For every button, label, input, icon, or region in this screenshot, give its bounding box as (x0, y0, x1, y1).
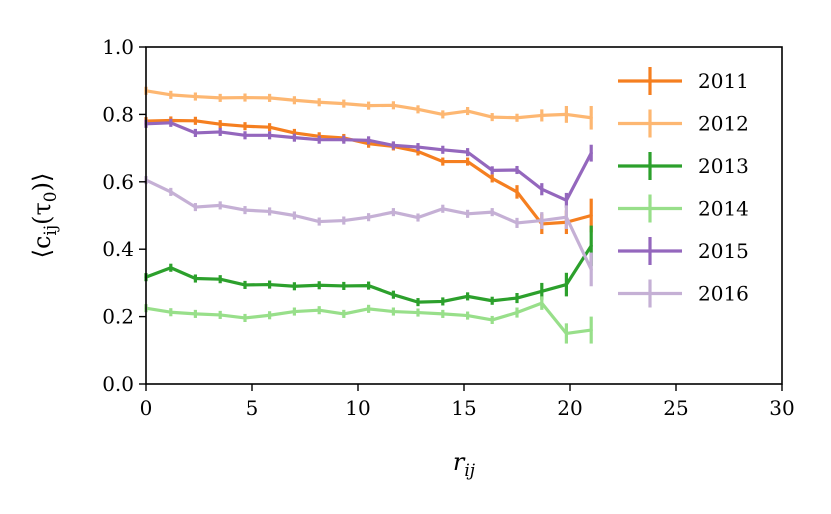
legend-item-2013: 2013 (618, 152, 749, 180)
legend-item-2011: 2011 (618, 67, 749, 95)
series-line-2016 (144, 178, 593, 272)
series-line-2011 (144, 118, 593, 226)
y-tick-label: 0.0 (102, 372, 134, 396)
x-tick-label: 20 (557, 396, 582, 420)
legend-label: 2015 (698, 239, 749, 263)
y-tick-label: 0.2 (102, 305, 134, 329)
x-tick-label: 25 (663, 396, 688, 420)
legend-label: 2011 (698, 69, 749, 93)
series-layer (144, 86, 593, 344)
y-tick-label: 0.8 (102, 102, 134, 126)
legend-label: 2012 (698, 112, 749, 136)
legend-label: 2016 (698, 282, 749, 306)
x-axis: 0 5 10 15 20 25 30 (140, 384, 795, 420)
x-tick-label: 10 (345, 396, 370, 420)
series-2014 (144, 296, 593, 344)
y-tick-label: 0.4 (102, 237, 134, 261)
series-2012 (144, 86, 593, 130)
legend-item-2016: 2016 (618, 279, 749, 308)
legend-label: 2013 (698, 154, 749, 178)
y-tick-label: 0.6 (102, 170, 134, 194)
x-tick-label: 30 (769, 396, 794, 420)
series-2016 (144, 176, 593, 287)
x-tick-label: 15 (451, 396, 476, 420)
y-axis: 0.0 0.2 0.4 0.6 0.8 1.0 (102, 35, 146, 396)
x-axis-label: rij (453, 448, 476, 481)
series-line-2013 (144, 244, 593, 304)
legend: 2011 2012 2013 2014 2015 2016 (618, 67, 749, 308)
series-2015 (144, 118, 593, 208)
legend-item-2014: 2014 (618, 194, 749, 223)
series-line-2015 (144, 121, 593, 202)
y-tick-label: 1.0 (102, 35, 134, 59)
x-tick-label: 5 (246, 396, 259, 420)
x-tick-label: 0 (140, 396, 153, 420)
legend-item-2015: 2015 (618, 237, 749, 265)
legend-item-2012: 2012 (618, 109, 749, 138)
series-2013 (144, 225, 593, 307)
legend-label: 2014 (698, 197, 749, 221)
y-axis-label: ⟨cij(τ0)⟩ (28, 173, 61, 259)
